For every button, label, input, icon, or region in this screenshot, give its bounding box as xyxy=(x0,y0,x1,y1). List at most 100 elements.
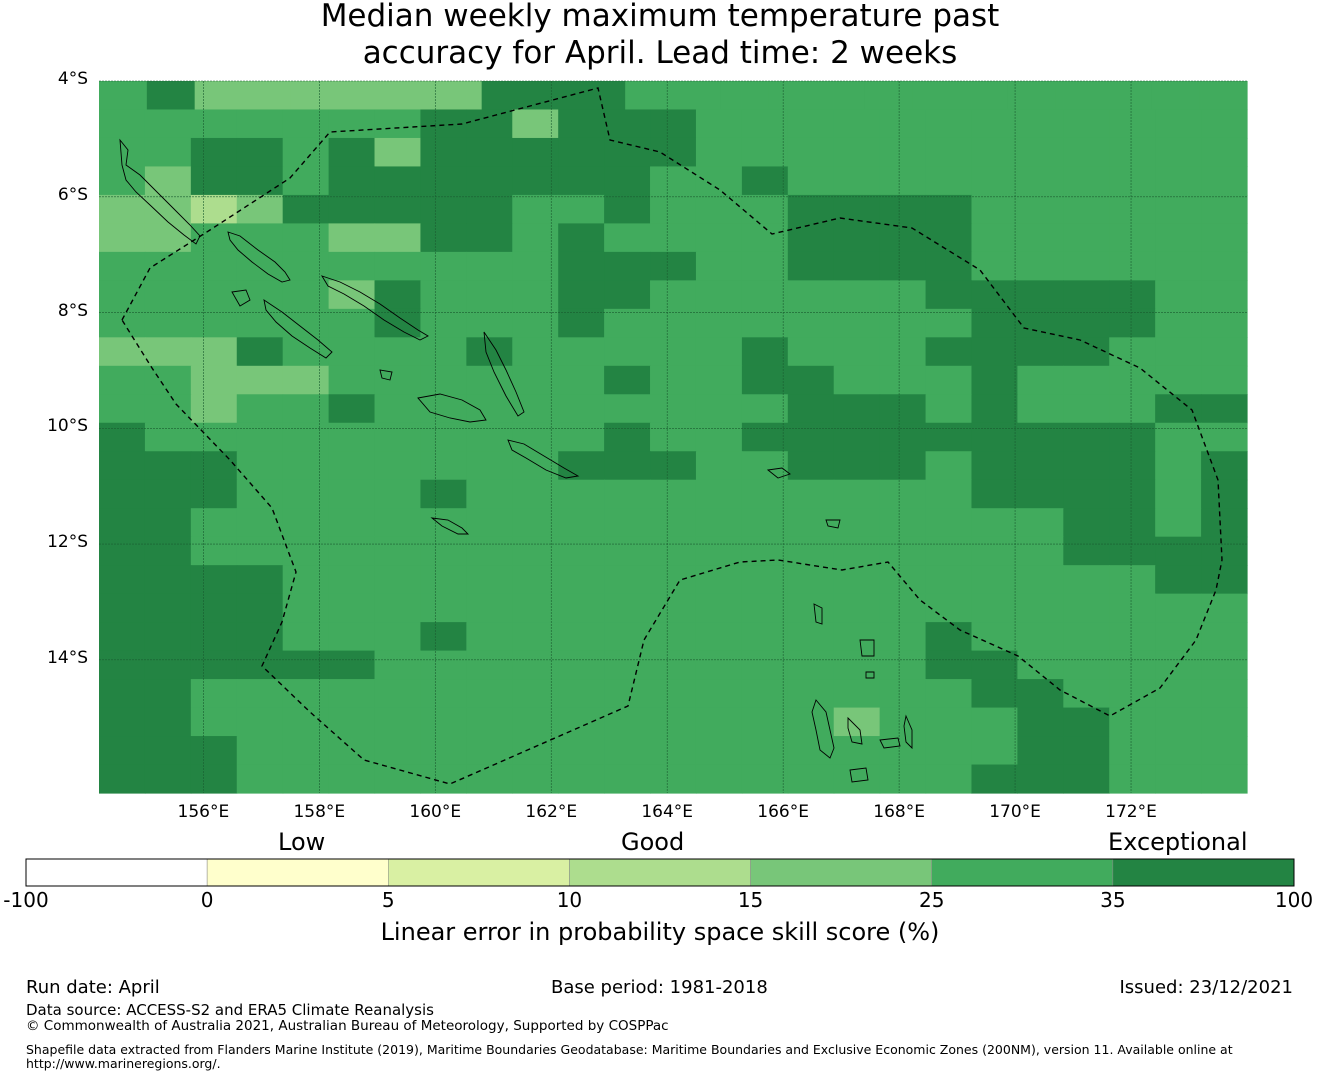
skill-cell xyxy=(144,622,192,652)
skill-cell xyxy=(787,194,835,224)
skill-cell xyxy=(99,764,146,794)
skill-cell xyxy=(420,337,467,367)
skill-cell xyxy=(99,81,148,111)
graticule xyxy=(99,80,1247,793)
skill-cell xyxy=(374,451,422,481)
skill-cell xyxy=(604,422,651,452)
skill-cell xyxy=(741,707,789,737)
skill-cell xyxy=(604,166,651,196)
skill-cell xyxy=(833,394,881,424)
skill-cell xyxy=(1155,764,1202,794)
skill-cell xyxy=(604,707,651,737)
skill-cell xyxy=(282,622,330,652)
skill-cell xyxy=(282,137,330,168)
skill-cell xyxy=(741,650,789,680)
skill-cell xyxy=(236,565,284,595)
skill-cell xyxy=(741,508,789,538)
skill-cell xyxy=(374,280,422,310)
skill-cell xyxy=(1155,650,1202,680)
skill-cell xyxy=(650,565,697,595)
colorbar-frame xyxy=(25,858,1295,887)
skill-cell xyxy=(1063,508,1110,538)
skill-cell xyxy=(190,536,238,566)
skill-cell xyxy=(925,166,973,196)
skill-cell xyxy=(925,223,973,253)
skill-cell xyxy=(328,251,376,281)
skill-cell xyxy=(833,451,881,481)
skill-cell xyxy=(879,308,927,338)
skill-cell xyxy=(190,280,238,310)
skill-cell xyxy=(99,365,146,395)
skill-cell xyxy=(236,479,284,509)
skill-cell xyxy=(558,479,605,509)
skill-cell xyxy=(695,764,743,794)
skill-cell xyxy=(971,251,1018,281)
skill-cell xyxy=(787,679,835,709)
skill-cell xyxy=(374,251,422,281)
skill-cell xyxy=(194,81,244,111)
skill-cell xyxy=(695,194,743,224)
skill-cell xyxy=(512,508,559,538)
skill-cell xyxy=(879,365,927,395)
skill-cell xyxy=(741,308,789,338)
skill-cell xyxy=(1109,194,1156,224)
colorbar-segment xyxy=(569,858,751,887)
latitude-label: 10°S xyxy=(47,416,88,437)
skill-cell xyxy=(328,337,376,367)
skill-cell xyxy=(144,593,192,623)
skill-cell xyxy=(466,479,513,509)
skill-cell xyxy=(787,707,835,737)
skill-cell xyxy=(1017,764,1064,794)
skill-cell xyxy=(971,280,1018,310)
skill-cell xyxy=(512,536,559,566)
skill-cell xyxy=(190,736,238,766)
skill-cell xyxy=(1017,308,1064,338)
skill-cell xyxy=(1201,536,1248,566)
skill-cell xyxy=(1063,764,1110,794)
skill-cell xyxy=(99,650,146,680)
skill-cell xyxy=(741,679,789,709)
skill-cell xyxy=(558,764,605,794)
skill-cell xyxy=(144,736,192,766)
skill-cell xyxy=(282,536,330,566)
skill-cell xyxy=(816,81,865,111)
skill-cell xyxy=(512,166,559,196)
skill-cell xyxy=(420,451,467,481)
skill-cell xyxy=(695,679,743,709)
skill-cell xyxy=(971,223,1018,253)
skill-cell xyxy=(604,736,651,766)
skill-cell xyxy=(1155,166,1202,196)
skill-cell xyxy=(1109,308,1156,338)
skill-cell xyxy=(420,707,467,737)
skill-cell xyxy=(833,109,881,139)
skill-cell xyxy=(328,508,376,538)
skill-cell xyxy=(741,422,789,452)
skill-cell xyxy=(190,223,238,253)
skill-cell xyxy=(1109,508,1156,538)
skill-cell xyxy=(625,81,674,111)
skill-cell xyxy=(787,166,835,196)
skill-cell xyxy=(879,394,927,424)
skill-cell xyxy=(144,365,192,395)
skill-cell xyxy=(99,280,146,310)
skill-cell xyxy=(1017,194,1064,224)
skill-cell xyxy=(512,280,559,310)
colorbar-tick-label: 0 xyxy=(200,888,214,912)
skill-cell xyxy=(420,593,467,623)
skill-cell xyxy=(466,194,513,224)
colorbar-tick-label: 10 xyxy=(556,888,583,912)
skill-cell xyxy=(99,451,146,481)
skill-cell xyxy=(466,223,513,253)
skill-cell xyxy=(787,137,835,168)
skill-cell xyxy=(1155,280,1202,310)
skill-cell xyxy=(190,479,238,509)
skill-cell xyxy=(833,365,881,395)
colorbar-segment xyxy=(388,858,570,887)
skill-cell xyxy=(1151,81,1200,111)
skill-cell xyxy=(374,536,422,566)
skill-cell xyxy=(466,736,513,766)
skill-cell xyxy=(787,736,835,766)
skill-cell xyxy=(1017,479,1064,509)
skill-cell xyxy=(925,308,973,338)
skill-cell xyxy=(99,194,146,224)
